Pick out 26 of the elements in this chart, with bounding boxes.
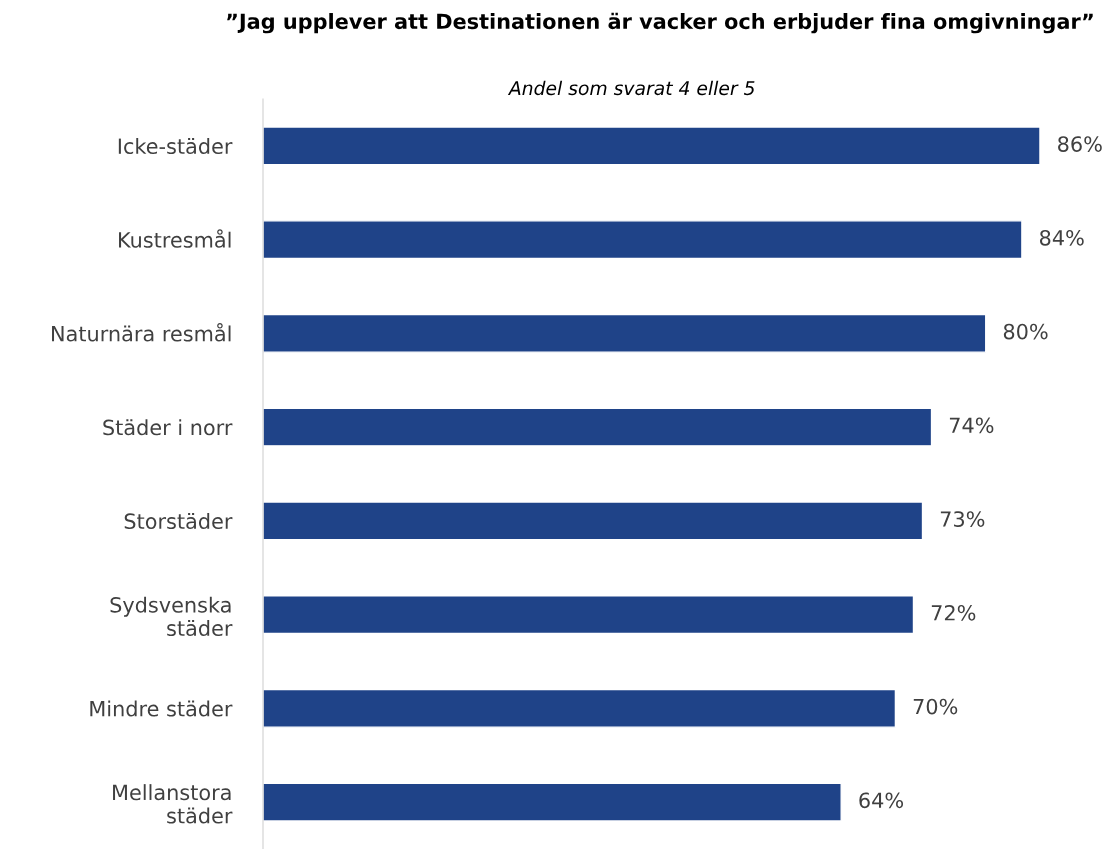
chart-title: ”Jag upplever att Destinationen är vacker och erbjuder fina omgivningar”: [227, 12, 1093, 34]
y-tick-label: Städer i norr: [103, 419, 233, 436]
data-label: 74%: [949, 417, 994, 434]
y-tick-label: Kustresmål: [119, 229, 231, 248]
bar: [263, 407, 933, 447]
y-tick-label: Icke-städer: [118, 137, 233, 155]
bar: [263, 688, 897, 728]
y-tick-label: Naturnära resmål: [52, 323, 231, 342]
bar: [263, 595, 915, 635]
bar: [263, 782, 842, 822]
y-tick-label: Storstäder: [124, 512, 233, 530]
y-tick-label: Sydsvenska städer: [110, 596, 233, 637]
y-tick-label: Mellanstora städer: [113, 784, 233, 824]
data-label: 64%: [859, 792, 904, 809]
bar: [263, 126, 1041, 166]
data-label: 73%: [940, 511, 985, 527]
data-label: 84%: [1039, 229, 1084, 246]
bar: [263, 501, 924, 541]
y-tick-label: Mindre städer: [90, 700, 233, 717]
chart-subtitle: Andel som svarat 4 eller 5: [507, 80, 755, 96]
data-label: 80%: [1003, 323, 1048, 340]
data-label: 72%: [931, 604, 976, 621]
bar: [263, 313, 987, 353]
bar: [263, 220, 1023, 260]
data-label: 70%: [913, 698, 958, 715]
data-label: 86%: [1058, 136, 1102, 152]
